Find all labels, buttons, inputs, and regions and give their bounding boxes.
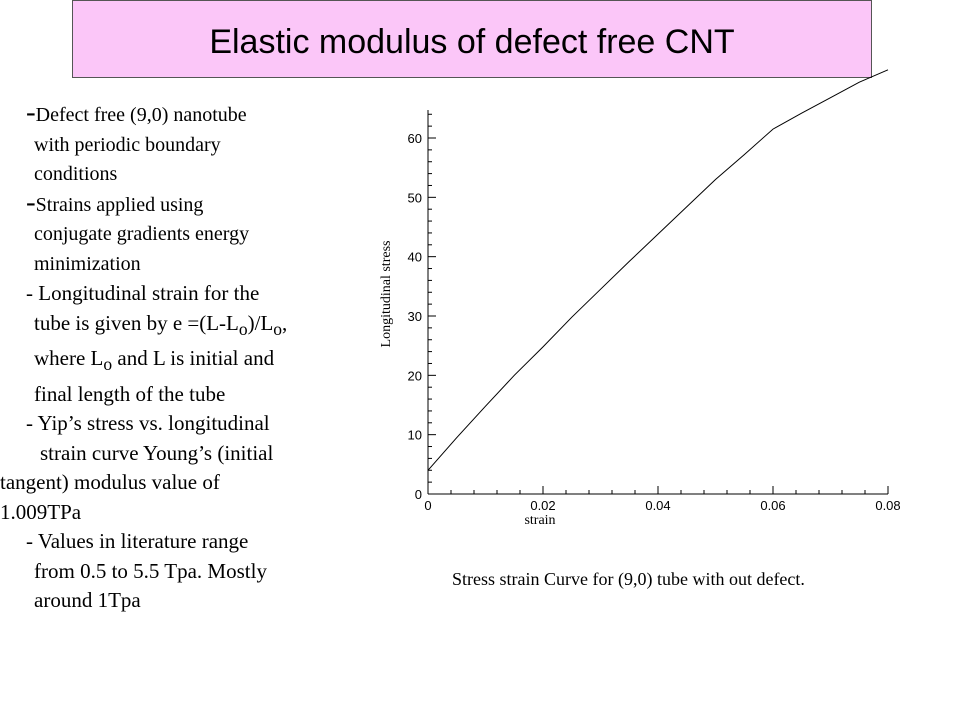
y-axis-label: Longitudinal stress [379, 241, 394, 348]
title-banner: Elastic modulus of defect free CNT [72, 0, 872, 78]
bullet-1-line-3: conditions [34, 163, 118, 185]
bullet-3-line-2: tube is given by e =(L-Lo)/Lo, [26, 309, 386, 345]
bullet-2-line-2: conjugate gradients energy [34, 223, 250, 245]
bullet-dash: - [26, 185, 36, 218]
formula-part: where L [34, 346, 104, 371]
y-tick-label: 60 [408, 131, 422, 146]
bullet-1-line-1: -Defect free (9,0) nanotube [26, 98, 386, 131]
y-tick-label: 10 [408, 428, 422, 443]
y-tick-label: 50 [408, 190, 422, 205]
x-axis-label: strain [524, 513, 555, 528]
x-tick-label: 0.02 [530, 498, 555, 513]
subscript: o [273, 318, 283, 339]
bullet-2-line-3: minimization [34, 252, 141, 275]
bullet-5-line-3: around 1Tpa [34, 588, 141, 613]
formula-part: and L is initial and [112, 346, 275, 371]
x-tick-label: 0.06 [760, 498, 785, 513]
y-tick-label: 0 [415, 487, 422, 502]
formula-part: tube is given by e =(L-L [34, 310, 239, 335]
subscript: o [238, 318, 248, 339]
bullet-text-span: Defect free (9,0) nanotube [35, 104, 247, 126]
y-tick-label: 40 [408, 250, 422, 265]
bullet-5-line-2: from 0.5 to 5.5 Tpa. Mostly [34, 558, 267, 583]
slide-title: Elastic modulus of defect free CNT [209, 22, 735, 61]
y-tick-label: 30 [408, 309, 422, 324]
bullet-5-line-1: - Values in literature range [26, 529, 249, 554]
bullet-3-line-1: - Longitudinal strain for the [26, 281, 260, 305]
bullet-3-line-3: where Lo and L is initial and [26, 344, 386, 380]
bullet-text: -Defect free (9,0) nanotube with periodi… [0, 98, 386, 616]
bullet-1-line-2: with periodic boundary [34, 133, 221, 156]
bullet-2-line-1: -Strains applied using [26, 187, 386, 221]
bullet-dash: - [26, 96, 36, 128]
chart-series [427, 69, 889, 471]
bullet-4-line-1: - Yip’s stress vs. longitudinal [26, 411, 270, 436]
x-tick-label: 0.08 [875, 498, 900, 513]
chart-ticks: 0 10 20 30 40 50 60 0 0.02 0.04 0.06 0.08 [408, 113, 901, 513]
chart-caption: Stress strain Curve for (9,0) tube with … [452, 569, 805, 589]
x-tick-label: 0 [424, 498, 431, 513]
formula-part: , [282, 310, 288, 335]
stress-strain-line [427, 69, 889, 471]
bullet-3-line-4: final length of the tube [34, 381, 226, 406]
chart-axes [427, 110, 888, 495]
bullet-text-span: Strains applied using [35, 193, 204, 216]
x-tick-label: 0.04 [645, 498, 670, 513]
bullet-4-line-3: tangent) modulus value of [0, 470, 220, 495]
bullet-4-line-4: 1.009TPa [0, 499, 82, 524]
formula-part: )/L [247, 310, 274, 335]
subscript: o [103, 354, 113, 375]
y-tick-label: 20 [408, 368, 422, 383]
bullet-4-line-2: strain curve Young’s (initial [40, 440, 274, 465]
